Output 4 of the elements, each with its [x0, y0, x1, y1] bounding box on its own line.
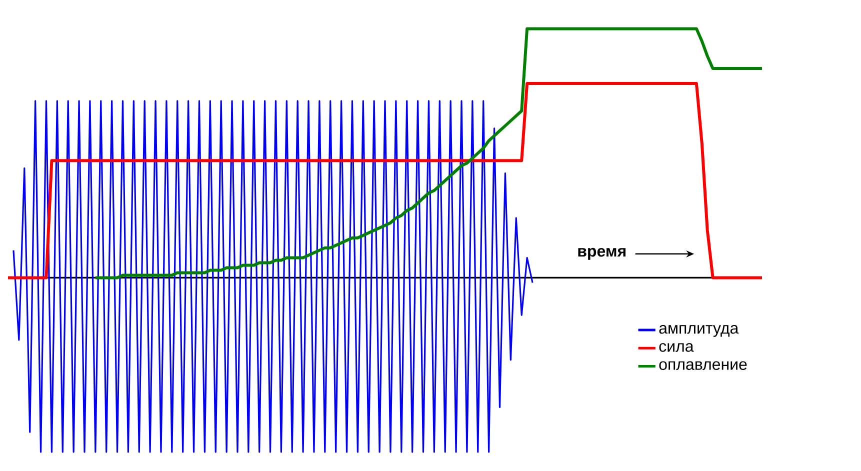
annotation: время: [578, 248, 626, 260]
legend-label: амплитуда: [659, 324, 739, 337]
legend-label: оплавление: [659, 361, 747, 370]
legend-label: сила: [659, 343, 694, 352]
